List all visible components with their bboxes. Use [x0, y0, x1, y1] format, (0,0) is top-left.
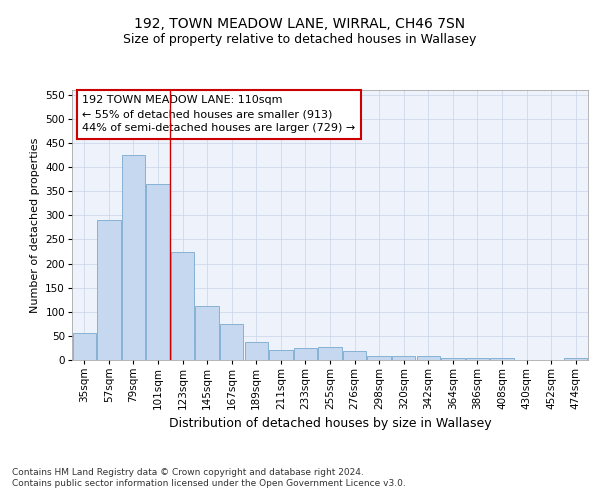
Bar — [441, 358, 464, 360]
Bar — [392, 356, 415, 360]
Bar — [269, 350, 293, 360]
Bar — [220, 324, 244, 360]
X-axis label: Distribution of detached houses by size in Wallasey: Distribution of detached houses by size … — [169, 418, 491, 430]
Bar — [416, 356, 440, 360]
Bar — [367, 356, 391, 360]
Text: 192 TOWN MEADOW LANE: 110sqm
← 55% of detached houses are smaller (913)
44% of s: 192 TOWN MEADOW LANE: 110sqm ← 55% of de… — [82, 96, 356, 134]
Bar — [245, 342, 268, 360]
Bar — [171, 252, 194, 360]
Text: 192, TOWN MEADOW LANE, WIRRAL, CH46 7SN: 192, TOWN MEADOW LANE, WIRRAL, CH46 7SN — [134, 18, 466, 32]
Bar — [73, 334, 96, 360]
Text: Contains HM Land Registry data © Crown copyright and database right 2024.
Contai: Contains HM Land Registry data © Crown c… — [12, 468, 406, 487]
Bar — [466, 358, 489, 360]
Bar — [97, 220, 121, 360]
Bar — [564, 358, 587, 360]
Bar — [146, 184, 170, 360]
Bar — [319, 346, 341, 360]
Bar — [490, 358, 514, 360]
Bar — [294, 348, 317, 360]
Bar — [196, 306, 219, 360]
Bar — [343, 352, 366, 360]
Bar — [122, 155, 145, 360]
Text: Size of property relative to detached houses in Wallasey: Size of property relative to detached ho… — [124, 32, 476, 46]
Y-axis label: Number of detached properties: Number of detached properties — [30, 138, 40, 312]
